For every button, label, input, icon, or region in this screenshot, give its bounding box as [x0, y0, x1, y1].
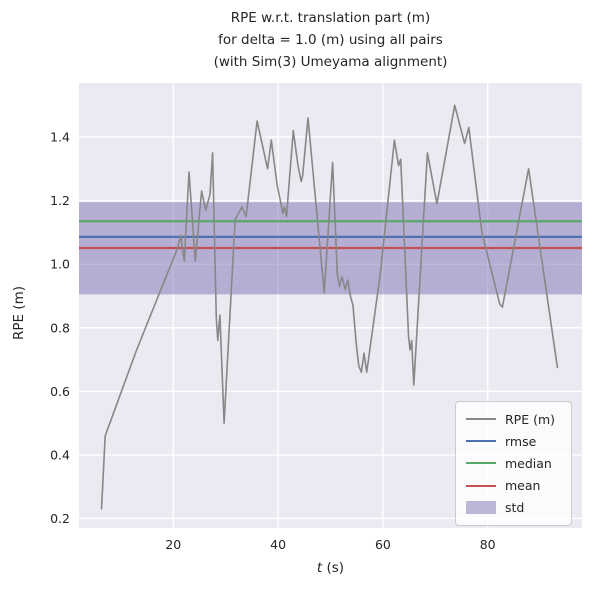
- legend-line-swatch: [466, 484, 496, 487]
- chart-title-line1: RPE w.r.t. translation part (m): [230, 10, 431, 26]
- y-tick-label: 0.6: [50, 384, 70, 399]
- y-axis-label: RPE (m): [11, 285, 27, 340]
- legend-item-mean: mean: [466, 475, 567, 497]
- legend-item-rpe-m: RPE (m): [466, 408, 567, 430]
- y-tick-label: 0.4: [50, 447, 70, 462]
- legend-line-swatch: [466, 440, 496, 443]
- y-tick-label: 0.2: [50, 511, 70, 526]
- y-tick-label: 0.8: [50, 320, 70, 335]
- chart-title: RPE w.r.t. translation part (m) for delt…: [79, 7, 582, 73]
- x-axis-label: t (s): [79, 560, 582, 576]
- legend-patch-swatch: [466, 501, 496, 515]
- legend-label: RPE (m): [505, 411, 556, 427]
- x-tick-label: 40: [270, 537, 286, 552]
- legend-label: std: [505, 500, 525, 516]
- legend-label: mean: [505, 478, 541, 494]
- chart-title-line3: (with Sim(3) Umeyama alignment): [213, 54, 448, 70]
- legend-item-median: median: [466, 452, 567, 474]
- legend-line-swatch: [466, 462, 496, 465]
- x-tick-label: 80: [480, 537, 496, 552]
- x-axis-label-unit: (s): [322, 560, 345, 576]
- legend-label: median: [505, 455, 552, 471]
- legend-item-std: std: [466, 497, 567, 519]
- y-tick-label: 1.4: [50, 130, 70, 145]
- legend-item-rmse: rmse: [466, 430, 567, 452]
- x-axis-label-variable: t: [316, 560, 323, 576]
- legend: RPE (m) rmse median mean std: [455, 401, 572, 526]
- legend-line-swatch: [466, 418, 496, 421]
- legend-label: rmse: [505, 433, 537, 449]
- chart-title-line2: for delta = 1.0 (m) using all pairs: [218, 32, 443, 48]
- rpe-line: [100, 104, 559, 510]
- x-tick-label: 20: [165, 537, 181, 552]
- x-tick-label: 60: [375, 537, 391, 552]
- y-tick-label: 1.0: [50, 257, 70, 272]
- y-tick-label: 1.2: [50, 193, 70, 208]
